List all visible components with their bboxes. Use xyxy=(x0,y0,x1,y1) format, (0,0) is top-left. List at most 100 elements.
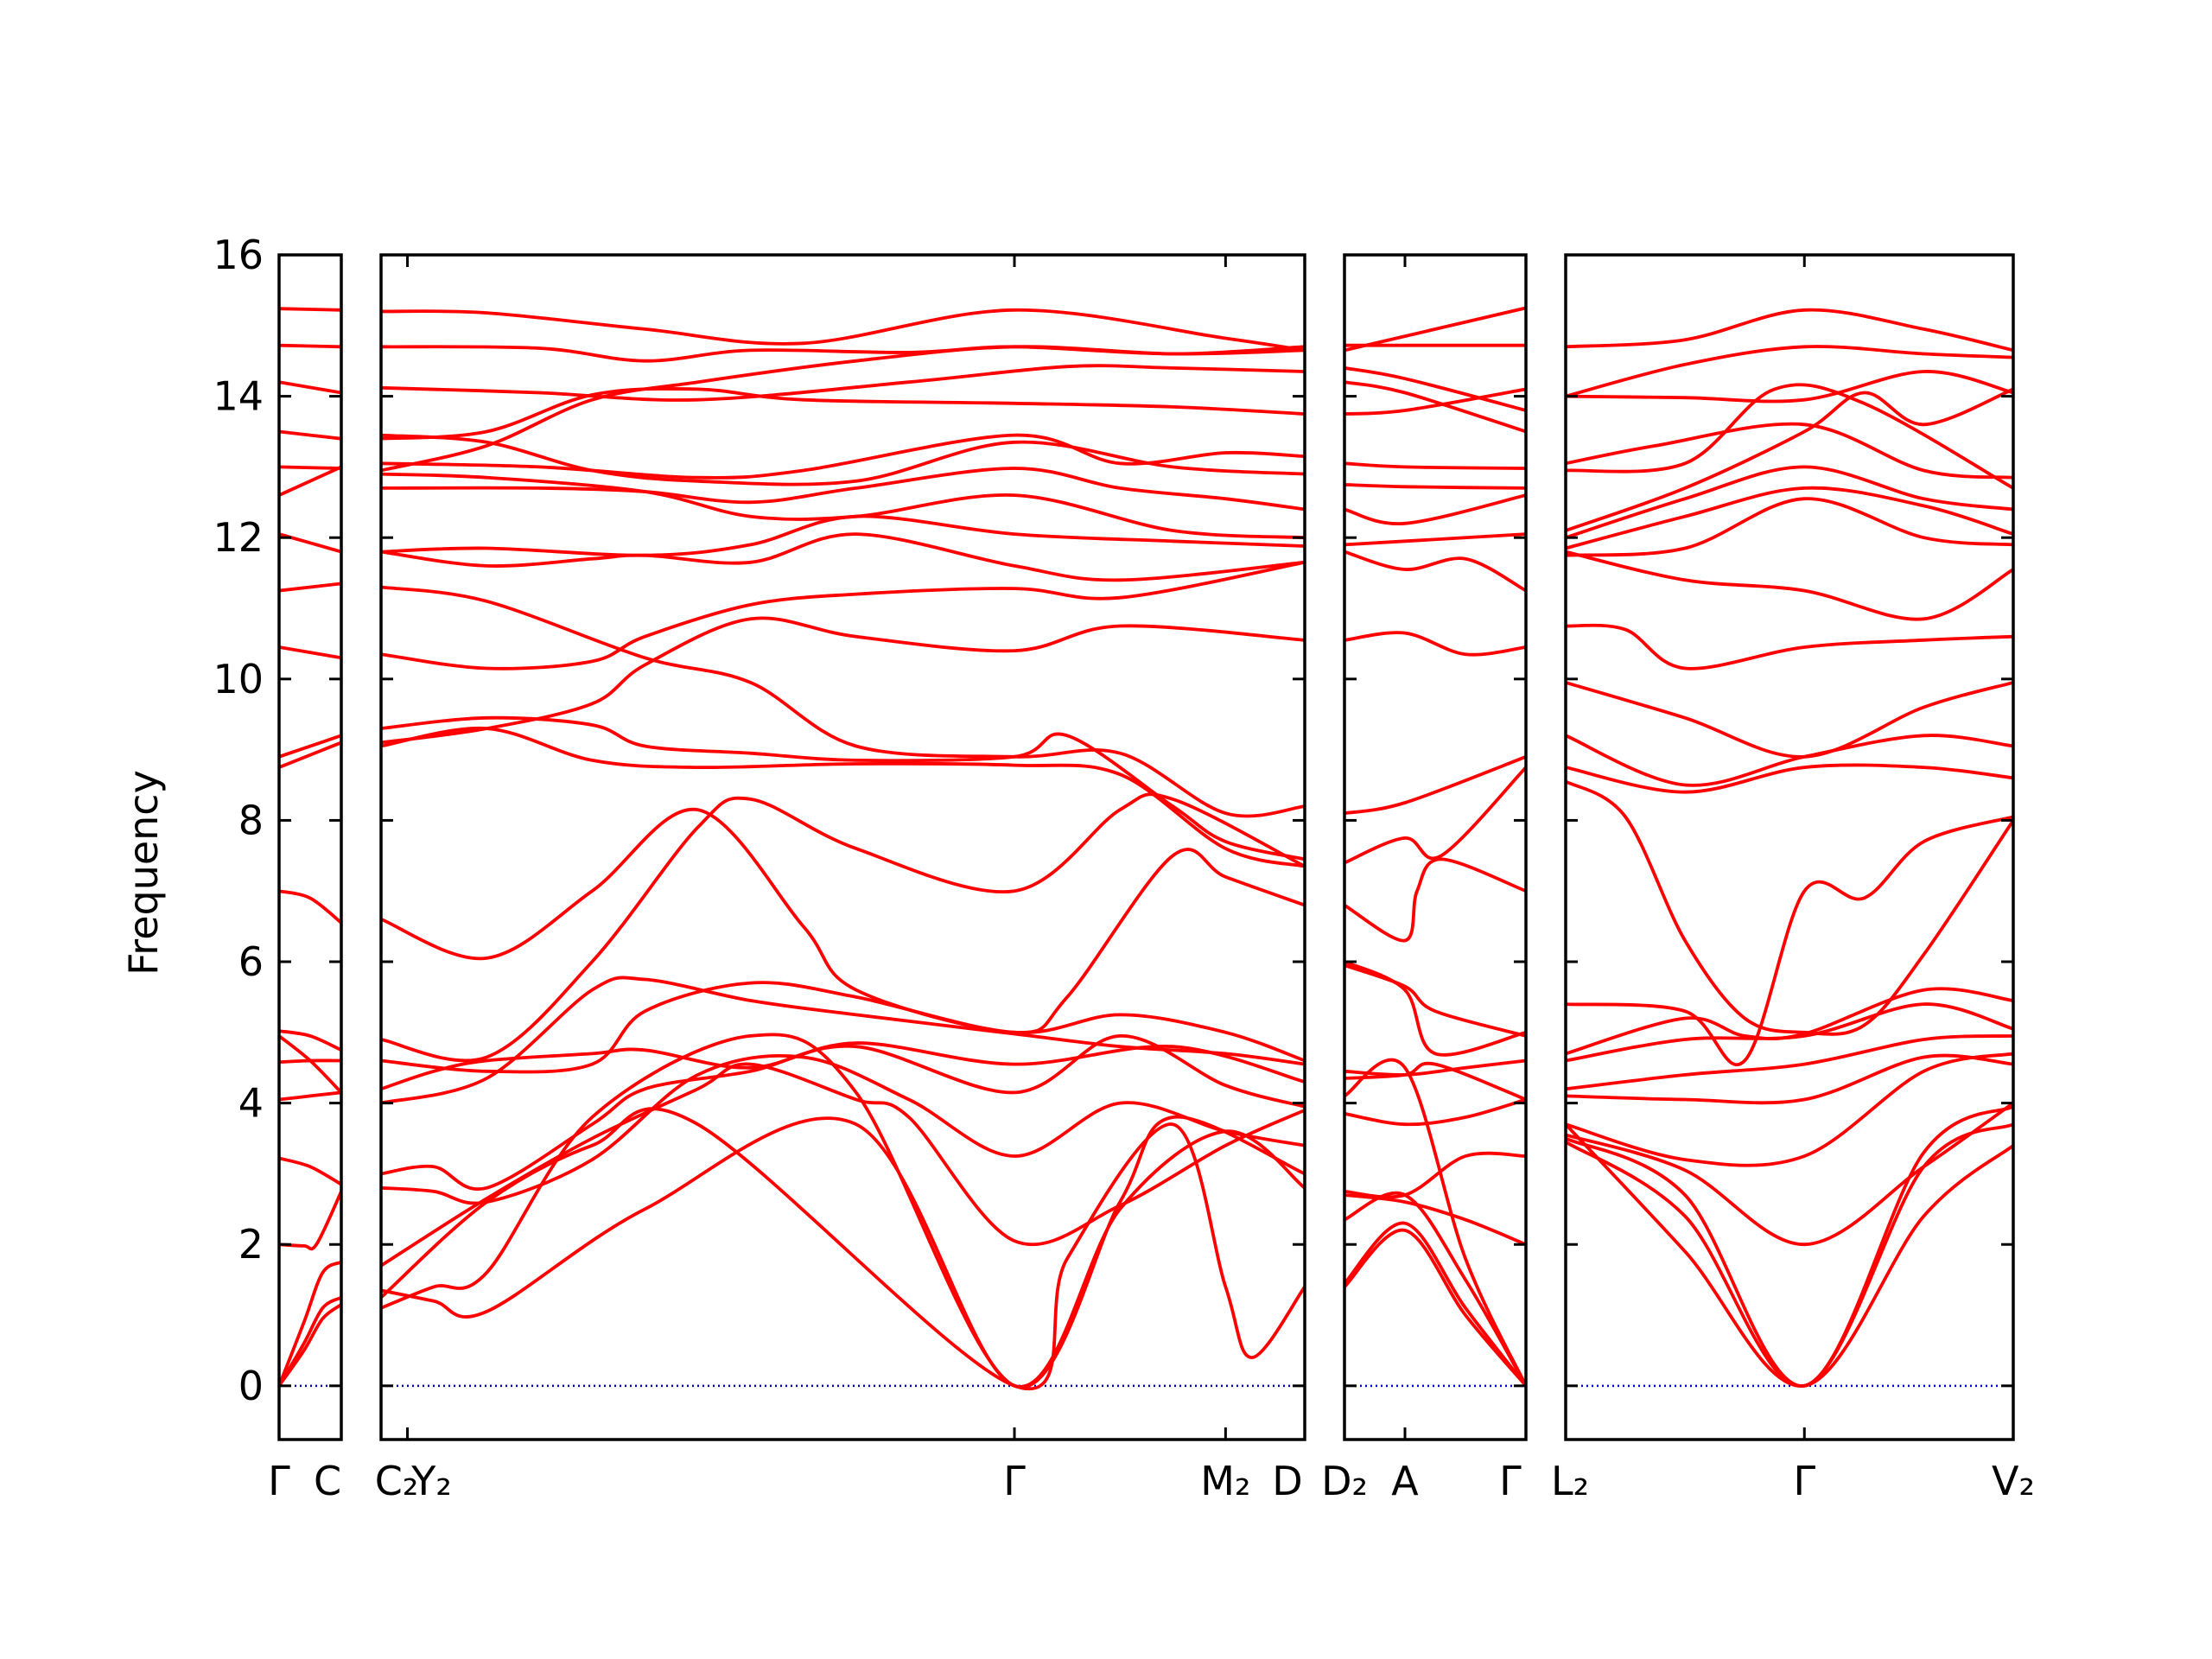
band-line-5 xyxy=(279,465,341,470)
band-line-17 xyxy=(1344,1058,1526,1077)
band-line-5 xyxy=(1566,383,2013,490)
band-line-2 xyxy=(279,343,341,349)
band-line-16 xyxy=(381,726,1305,868)
band-line-25 xyxy=(381,1033,1305,1389)
band-line-11 xyxy=(279,741,341,769)
band-line-19 xyxy=(279,1260,341,1387)
band-line-25 xyxy=(1344,1058,1526,1387)
band-line-7 xyxy=(279,532,341,554)
band-line-4 xyxy=(279,429,341,441)
band-line-15 xyxy=(1344,960,1526,1057)
y-tick-label: 4 xyxy=(238,1080,264,1127)
x-tick-label: L₂ xyxy=(1551,1458,1589,1504)
band-line-22 xyxy=(381,1033,1305,1192)
band-line-24 xyxy=(1566,1122,2013,1388)
band-line-4 xyxy=(1566,422,2013,480)
band-line-15 xyxy=(1566,779,2013,1036)
x-tick-label: Γ xyxy=(1793,1458,1815,1504)
band-line-24 xyxy=(381,1062,1305,1268)
band-line-3 xyxy=(381,364,1305,402)
band-line-15 xyxy=(381,715,1305,861)
band-line-19 xyxy=(381,981,1305,1074)
x-tick-label: C₂ xyxy=(375,1458,419,1504)
x-tick-label: Γ xyxy=(268,1458,290,1504)
band-line-14 xyxy=(1566,763,2013,794)
band-line-21 xyxy=(1344,1193,1526,1246)
band-line-4 xyxy=(1344,380,1526,434)
band-line-11 xyxy=(381,532,1305,582)
y-tick-label: 6 xyxy=(238,938,264,985)
y-axis-ticks: 0 2 4 6 8 10 12 14 16 xyxy=(213,232,264,1409)
band-line-1 xyxy=(279,307,341,312)
band-line-18 xyxy=(279,1191,341,1251)
band-line-8 xyxy=(1344,493,1526,525)
panel-frame xyxy=(379,253,1306,1441)
band-line-13 xyxy=(279,1029,341,1052)
band-line-8 xyxy=(381,433,1305,486)
band-line-12 xyxy=(1566,681,2013,759)
band-line-26 xyxy=(381,1116,1305,1389)
band-line-27 xyxy=(381,1107,1305,1391)
band-line-20 xyxy=(279,1295,341,1387)
band-line-24 xyxy=(1344,1228,1526,1388)
band-line-18 xyxy=(381,792,1305,1063)
band-line-7 xyxy=(1344,483,1526,490)
band-line-22 xyxy=(1566,1102,2013,1247)
band-line-3 xyxy=(1344,366,1526,412)
band-line-12 xyxy=(381,585,1305,818)
band-line-8 xyxy=(279,582,341,593)
y-tick-label: 16 xyxy=(213,232,264,278)
x-tick-label: Γ xyxy=(1499,1458,1522,1504)
band-line-9 xyxy=(1344,532,1526,547)
panels-group xyxy=(277,253,2015,1441)
band-line-13 xyxy=(1566,734,2013,787)
panel-3 xyxy=(1343,253,1528,1441)
band-line-11 xyxy=(1344,631,1526,657)
band-line-6 xyxy=(279,465,341,497)
band-line-13 xyxy=(381,560,1305,671)
band-line-18 xyxy=(1344,1061,1526,1102)
band-line-18 xyxy=(1566,1002,2013,1063)
band-line-8 xyxy=(1566,486,2013,550)
band-line-16 xyxy=(1344,963,1526,1038)
band-line-16 xyxy=(279,1090,341,1102)
panel-2 xyxy=(379,253,1306,1441)
x-tick-label: Γ xyxy=(1003,1458,1026,1504)
band-line-17 xyxy=(1566,987,2013,1056)
y-tick-label: 0 xyxy=(238,1363,264,1409)
band-line-22 xyxy=(1344,1191,1526,1387)
band-line-21 xyxy=(1566,1052,2013,1167)
band-line-19 xyxy=(1566,1034,2013,1091)
band-line-16 xyxy=(1566,815,2013,1066)
y-tick-label: 10 xyxy=(213,656,264,702)
band-line-3 xyxy=(1566,370,2013,404)
band-line-25 xyxy=(1566,1122,2013,1388)
band-line-17 xyxy=(381,807,1305,1034)
band-line-19 xyxy=(1344,1097,1526,1127)
band-line-21 xyxy=(381,1041,1305,1091)
panel-frame xyxy=(277,253,343,1441)
band-line-10 xyxy=(1566,550,2013,621)
x-tick-label: C xyxy=(314,1458,341,1504)
band-line-13 xyxy=(1344,766,1526,865)
band-line-20 xyxy=(1344,1151,1526,1199)
y-tick-label: 14 xyxy=(213,373,264,420)
band-line-7 xyxy=(1566,465,2013,540)
band-line-14 xyxy=(1344,857,1526,943)
band-line-9 xyxy=(1566,497,2013,557)
band-line-1 xyxy=(1566,308,2013,353)
band-line-1 xyxy=(381,308,1305,353)
y-axis-label: Frequency xyxy=(120,770,167,976)
band-line-5 xyxy=(1344,387,1526,416)
band-line-3 xyxy=(279,380,341,395)
band-line-10 xyxy=(381,514,1305,557)
band-line-2 xyxy=(1566,345,2013,398)
band-line-6 xyxy=(381,345,1305,473)
x-tick-label: M₂ xyxy=(1200,1458,1250,1504)
band-line-11 xyxy=(1566,623,2013,671)
panel-frame xyxy=(1564,253,2015,1441)
band-line-5 xyxy=(381,433,1305,480)
band-line-4 xyxy=(381,386,1305,441)
band-line-6 xyxy=(1566,387,2013,532)
